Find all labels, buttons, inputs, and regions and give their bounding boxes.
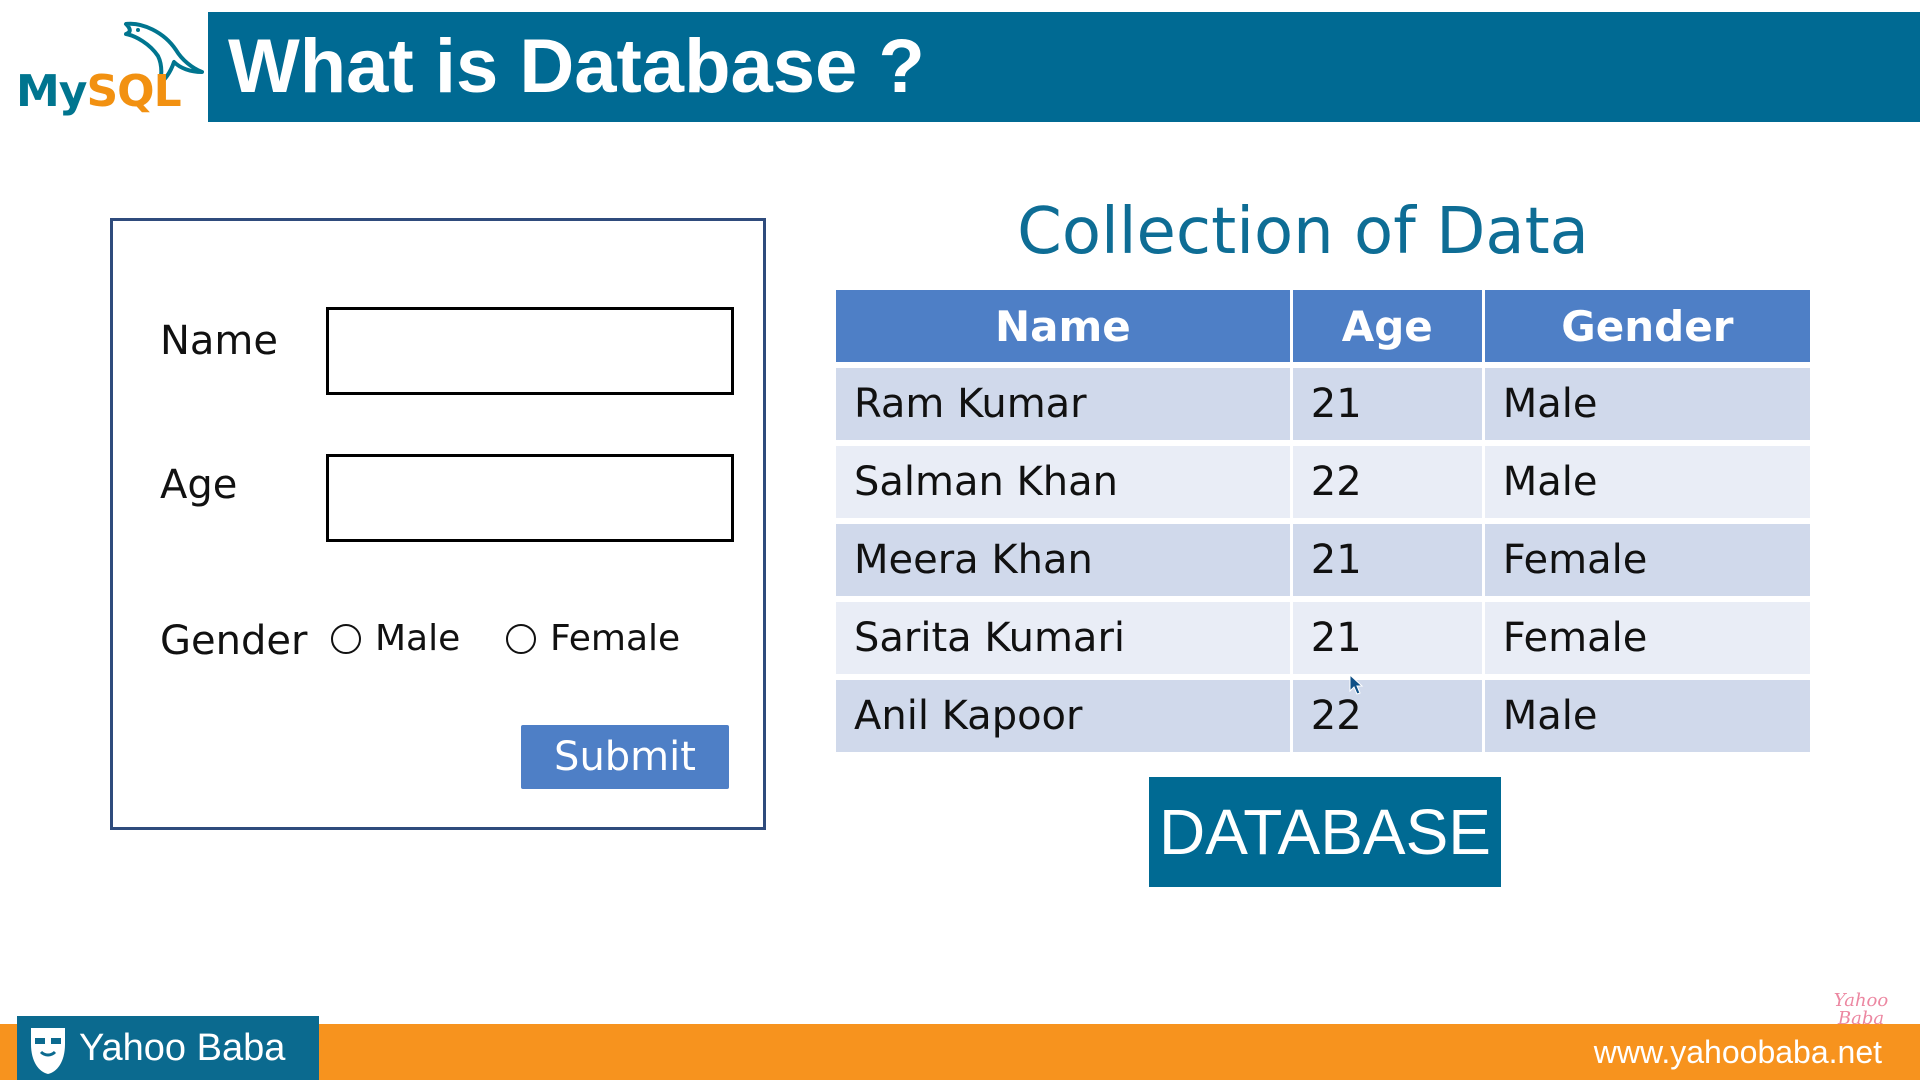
table-row: Anil Kapoor 22 Male bbox=[836, 680, 1810, 758]
bearded-face-icon bbox=[31, 1028, 65, 1074]
footer-brand: Yahoo Baba bbox=[17, 1016, 319, 1080]
cell-age: 21 bbox=[1292, 602, 1485, 680]
collection-title: Collection of Data bbox=[1017, 195, 1589, 269]
cell-age: 22 bbox=[1292, 680, 1485, 758]
gender-label: Gender bbox=[160, 618, 308, 664]
submit-button[interactable]: Submit bbox=[521, 725, 729, 789]
cell-name: Salman Khan bbox=[836, 446, 1293, 524]
cell-name: Meera Khan bbox=[836, 524, 1293, 602]
table-row: Salman Khan 22 Male bbox=[836, 446, 1810, 524]
age-input[interactable] bbox=[326, 454, 734, 542]
age-label: Age bbox=[160, 462, 238, 508]
header-gender: Gender bbox=[1484, 290, 1810, 368]
name-input[interactable] bbox=[326, 307, 734, 395]
header-name: Name bbox=[836, 290, 1293, 368]
cell-gender: Male bbox=[1484, 446, 1810, 524]
name-label: Name bbox=[160, 318, 279, 364]
cell-age: 22 bbox=[1292, 446, 1485, 524]
cell-age: 21 bbox=[1292, 368, 1485, 446]
female-radio[interactable] bbox=[506, 624, 536, 654]
cell-age: 21 bbox=[1292, 524, 1485, 602]
database-label: DATABASE bbox=[1149, 777, 1501, 887]
footer-url[interactable]: www.yahoobaba.net bbox=[1593, 1034, 1882, 1070]
table-row: Sarita Kumari 21 Female bbox=[836, 602, 1810, 680]
data-table: Name Age Gender Ram Kumar 21 Male Salman… bbox=[836, 290, 1810, 758]
mysql-wordmark: MySQL bbox=[16, 66, 182, 117]
cell-gender: Male bbox=[1484, 680, 1810, 758]
cell-gender: Female bbox=[1484, 524, 1810, 602]
male-radio-label: Male bbox=[375, 618, 461, 659]
cell-name: Ram Kumar bbox=[836, 368, 1293, 446]
cell-name: Sarita Kumari bbox=[836, 602, 1293, 680]
table-header-row: Name Age Gender bbox=[836, 290, 1810, 368]
female-radio-label: Female bbox=[550, 618, 681, 659]
watermark-logo: Yahoo Baba bbox=[1833, 990, 1889, 1029]
gender-option-male[interactable]: Male bbox=[331, 621, 460, 657]
mysql-logo: MySQL bbox=[14, 18, 204, 118]
cell-gender: Female bbox=[1484, 602, 1810, 680]
footer-bar bbox=[0, 1024, 1920, 1080]
gender-option-female[interactable]: Female bbox=[506, 621, 680, 657]
entry-form: Name Age Gender Male Female Submit bbox=[110, 218, 766, 830]
header-age: Age bbox=[1292, 290, 1485, 368]
mouse-cursor-icon bbox=[1349, 674, 1364, 695]
cell-name: Anil Kapoor bbox=[836, 680, 1293, 758]
dolphin-icon bbox=[124, 21, 204, 86]
cell-gender: Male bbox=[1484, 368, 1810, 446]
brand-name: Yahoo Baba bbox=[79, 1027, 286, 1069]
male-radio[interactable] bbox=[331, 624, 361, 654]
table-row: Meera Khan 21 Female bbox=[836, 524, 1810, 602]
table-row: Ram Kumar 21 Male bbox=[836, 368, 1810, 446]
page-title: What is Database ? bbox=[208, 12, 1920, 122]
